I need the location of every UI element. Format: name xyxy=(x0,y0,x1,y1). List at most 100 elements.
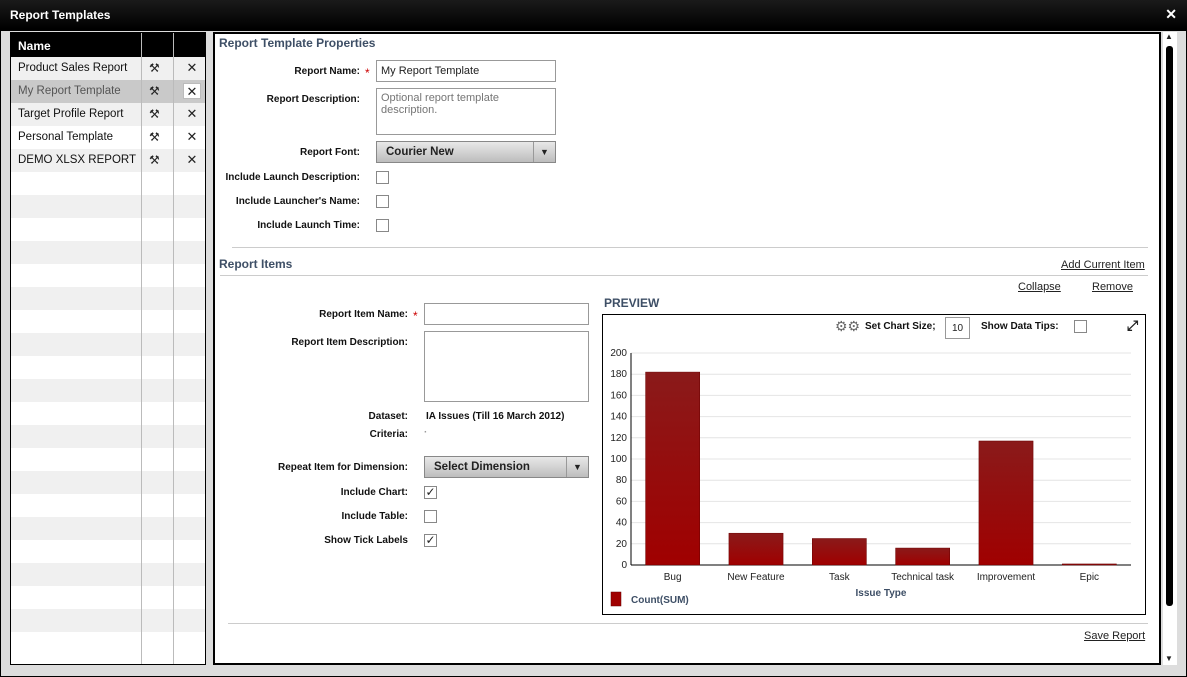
y-tick-label: 180 xyxy=(610,369,627,380)
y-tick-label: 60 xyxy=(616,496,628,507)
list-item xyxy=(11,356,205,379)
report-item-name-label: Report Item Name: xyxy=(319,309,408,320)
bar xyxy=(1062,563,1117,566)
required-icon: * xyxy=(365,66,370,80)
close-icon[interactable]: ✕ xyxy=(1165,6,1177,22)
include-launch-time-checkbox[interactable] xyxy=(376,219,389,232)
include-launcher-name-checkbox[interactable] xyxy=(376,195,389,208)
list-item[interactable]: Product Sales Report ⚒ ✕ xyxy=(11,57,205,80)
template-list: Name Product Sales Report ⚒ ✕ My Report Tem… xyxy=(10,32,206,665)
list-item xyxy=(11,218,205,241)
y-tick-label: 160 xyxy=(610,390,627,401)
y-tick-label: 100 xyxy=(610,454,627,465)
list-item xyxy=(11,425,205,448)
include-chart-checkbox[interactable]: ✓ xyxy=(424,485,437,499)
remove-link[interactable]: Remove xyxy=(1092,281,1133,293)
window-titlebar: Report Templates ✕ xyxy=(0,0,1187,30)
list-item xyxy=(11,172,205,195)
list-item[interactable]: Target Profile Report ⚒ ✕ xyxy=(11,103,205,126)
window-title: Report Templates xyxy=(10,8,111,22)
list-item xyxy=(11,540,205,563)
show-data-tips-label: Show Data Tips: xyxy=(981,321,1059,332)
scrollbar-thumb[interactable] xyxy=(1166,46,1173,606)
list-item[interactable]: My Report Template ⚒ ✕ xyxy=(11,80,205,103)
bar xyxy=(645,371,700,566)
scroll-up-icon[interactable]: ▲ xyxy=(1165,32,1173,41)
list-item xyxy=(11,310,205,333)
edit-tools-icon[interactable]: ⚒ xyxy=(149,61,160,75)
x-tick-label: New Feature xyxy=(727,572,785,583)
dataset-value: IA Issues (Till 16 March 2012) xyxy=(426,411,565,422)
collapse-link[interactable]: Collapse xyxy=(1018,281,1061,293)
list-item[interactable]: DEMO XLSX REPORT ⚒ ✕ xyxy=(11,149,205,172)
bar xyxy=(812,538,867,566)
delete-icon[interactable]: ✕ xyxy=(186,60,198,75)
criteria-label: Criteria: xyxy=(369,429,408,440)
edit-tools-icon[interactable]: ⚒ xyxy=(149,153,160,167)
bar xyxy=(895,547,951,566)
edit-tools-icon[interactable]: ⚒ xyxy=(149,107,160,121)
list-item xyxy=(11,241,205,264)
list-item xyxy=(11,264,205,287)
delete-icon[interactable]: ✕ xyxy=(186,129,198,144)
preview-title: PREVIEW xyxy=(604,296,660,310)
bar-chart: 0 20 40 60 80 100 120 140 160 180 200 Bug New Featur… xyxy=(610,348,1131,607)
add-current-item-link[interactable]: Add Current Item xyxy=(1061,259,1145,271)
template-name: Personal Template xyxy=(18,131,114,143)
template-name: DEMO XLSX REPORT xyxy=(18,154,137,166)
chevron-down-icon: ▼ xyxy=(566,457,588,477)
include-table-label: Include Table: xyxy=(341,511,409,522)
delete-icon[interactable]: ✕ xyxy=(186,106,198,121)
report-description-label: Report Description: xyxy=(266,94,360,105)
show-tick-labels-label: Show Tick Labels xyxy=(324,535,408,546)
bar xyxy=(728,532,784,566)
list-item xyxy=(11,494,205,517)
delete-icon[interactable]: ✕ xyxy=(183,83,201,99)
include-launch-description-label: Include Launch Description: xyxy=(225,172,360,183)
column-divider xyxy=(173,33,174,664)
expand-icon[interactable]: ⤢ xyxy=(1127,317,1139,333)
y-tick-label: 0 xyxy=(621,560,627,571)
report-font-select[interactable]: Courier New ▼ xyxy=(376,141,556,163)
list-item[interactable]: Personal Template ⚒ ✕ xyxy=(11,126,205,149)
report-item-description-input[interactable] xyxy=(424,331,589,402)
list-item xyxy=(11,333,205,356)
include-table-checkbox[interactable] xyxy=(424,510,437,523)
report-item-description-label: Report Item Description: xyxy=(291,337,408,348)
section-divider xyxy=(220,275,1148,276)
chart-preview: ⚙⚙ Set Chart Size; Show Data Tips: ⤢ 0 20… xyxy=(602,314,1146,615)
section-divider xyxy=(232,247,1148,248)
include-chart-label: Include Chart: xyxy=(340,487,408,498)
edit-tools-icon[interactable]: ⚒ xyxy=(149,84,160,98)
legend-swatch xyxy=(610,591,622,607)
list-item xyxy=(11,195,205,218)
scroll-down-icon[interactable]: ▼ xyxy=(1165,654,1173,663)
report-name-input[interactable] xyxy=(376,60,556,82)
name-column-header: Name xyxy=(18,39,51,53)
report-name-label: Report Name: xyxy=(294,66,360,77)
properties-title: Report Template Properties xyxy=(219,36,376,50)
x-tick-label: Technical task xyxy=(891,572,955,583)
show-data-tips-checkbox[interactable] xyxy=(1074,320,1087,333)
bar xyxy=(978,440,1034,566)
dimension-select[interactable]: Select Dimension ▼ xyxy=(424,456,589,478)
show-tick-labels-checkbox[interactable]: ✓ xyxy=(424,533,437,547)
template-list-rows: Product Sales Report ⚒ ✕ My Report Template… xyxy=(11,57,205,655)
criteria-value: · xyxy=(424,427,428,438)
list-item xyxy=(11,448,205,471)
repeat-item-label: Repeat Item for Dimension: xyxy=(277,462,408,473)
edit-tools-icon[interactable]: ⚒ xyxy=(149,130,160,144)
y-tick-label: 120 xyxy=(610,433,627,444)
list-item xyxy=(11,586,205,609)
include-launch-description-checkbox[interactable] xyxy=(376,171,389,184)
delete-icon[interactable]: ✕ xyxy=(186,152,198,167)
scrollbar[interactable]: ▲ ▼ xyxy=(1163,32,1177,665)
report-item-name-input[interactable] xyxy=(424,303,589,325)
gear-icon[interactable]: ⚙⚙ xyxy=(835,318,861,334)
include-launch-time-label: Include Launch Time: xyxy=(257,220,360,231)
save-report-link[interactable]: Save Report xyxy=(1084,630,1146,642)
x-tick-label: Epic xyxy=(1080,572,1099,583)
chart-size-input[interactable] xyxy=(945,317,970,339)
dataset-label: Dataset: xyxy=(368,411,408,422)
report-description-input[interactable] xyxy=(376,88,556,135)
